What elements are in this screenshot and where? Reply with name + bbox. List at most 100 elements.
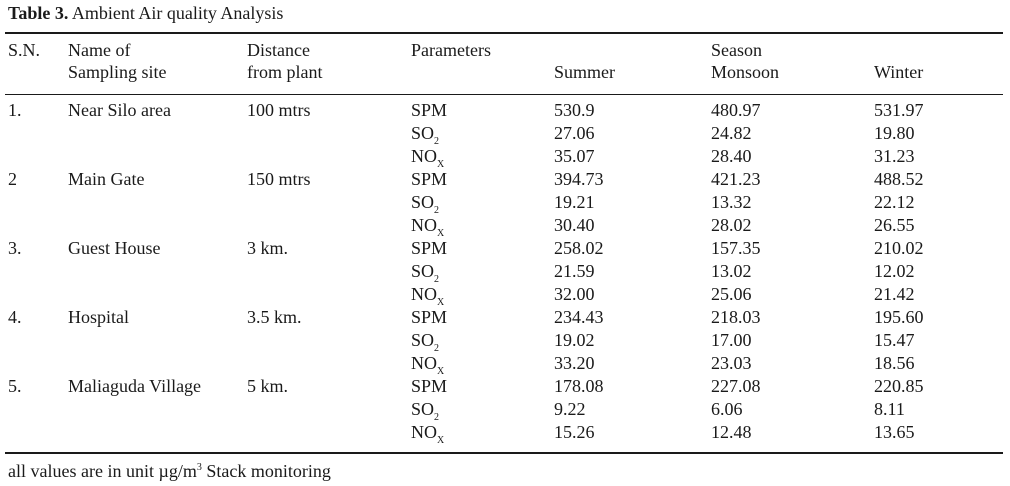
- value-cell: 33.20: [554, 353, 595, 373]
- value-cell: 23.03: [711, 353, 752, 373]
- value-cell: 24.82: [711, 123, 752, 143]
- row-site-name: Hospital: [68, 307, 129, 327]
- parameter-label: NOX: [411, 145, 444, 171]
- value-cell: 6.06: [711, 399, 743, 419]
- parameter-subscript: X: [437, 435, 445, 446]
- value-cell: 12.02: [874, 261, 915, 281]
- parameter-label: SPM: [411, 375, 447, 398]
- parameter-label: SPM: [411, 306, 447, 329]
- value-cell: 22.12: [874, 192, 915, 212]
- parameter-label: SO2: [411, 191, 439, 217]
- value-cell: 13.32: [711, 192, 752, 212]
- table-label: Table 3.: [8, 3, 69, 23]
- row-distance: 3 km.: [247, 238, 289, 258]
- value-cell: 178.08: [554, 376, 604, 396]
- parameter-subscript: X: [437, 228, 445, 239]
- value-cell: 530.9: [554, 100, 595, 120]
- value-cell: 15.47: [874, 330, 915, 350]
- row-sn: 2: [8, 169, 17, 189]
- value-cell: 220.85: [874, 376, 924, 396]
- value-cell: 28.02: [711, 215, 752, 235]
- parameter-name: NO: [411, 422, 437, 442]
- footnote-suffix: Stack monitoring: [201, 461, 331, 481]
- parameter-name: SO: [411, 192, 435, 212]
- footnote: all values are in unit µg/m3 Stack monit…: [8, 460, 331, 482]
- row-distance: 150 mtrs: [247, 169, 311, 189]
- value-cell: 218.03: [711, 307, 761, 327]
- parameter-label: SO2: [411, 260, 439, 286]
- header-parameters: Parameters: [411, 40, 491, 60]
- row-distance: 3.5 km.: [247, 307, 302, 327]
- parameter-name: SO: [411, 123, 435, 143]
- value-cell: 17.00: [711, 330, 752, 350]
- parameter-label: SO2: [411, 398, 439, 424]
- header-site-line2: Sampling site: [68, 62, 167, 82]
- header-monsoon: Monsoon: [711, 62, 780, 82]
- parameter-label: NOX: [411, 352, 444, 378]
- parameter-subscript: X: [437, 366, 445, 377]
- parameter-name: SPM: [411, 238, 448, 258]
- header-distance-line2: from plant: [247, 62, 323, 82]
- parameter-subscript: X: [437, 159, 445, 170]
- row-sn: 5.: [8, 376, 22, 396]
- parameter-subscript: X: [437, 297, 445, 308]
- parameter-subscript: 2: [434, 412, 440, 423]
- parameter-name: SPM: [411, 100, 448, 120]
- row-site-name: Main Gate: [68, 169, 145, 189]
- value-cell: 27.06: [554, 123, 595, 143]
- value-cell: 9.22: [554, 399, 586, 419]
- value-cell: 531.97: [874, 100, 924, 120]
- parameter-name: SO: [411, 330, 435, 350]
- value-cell: 28.40: [711, 146, 752, 166]
- value-cell: 19.80: [874, 123, 915, 143]
- row-sn: 1.: [8, 100, 22, 120]
- row-sn: 3.: [8, 238, 22, 258]
- parameter-name: NO: [411, 353, 437, 373]
- parameter-label: SO2: [411, 329, 439, 355]
- value-cell: 13.02: [711, 261, 752, 281]
- header-winter: Winter: [874, 62, 924, 82]
- top-rule: [5, 32, 1003, 34]
- parameter-label: SPM: [411, 168, 447, 191]
- parameter-name: SO: [411, 261, 435, 281]
- value-cell: 421.23: [711, 169, 761, 189]
- parameter-label: NOX: [411, 283, 444, 309]
- parameter-name: NO: [411, 215, 437, 235]
- value-cell: 26.55: [874, 215, 915, 235]
- parameter-subscript: 2: [434, 205, 440, 216]
- parameter-label: SPM: [411, 99, 447, 122]
- row-site-name: Near Silo area: [68, 100, 171, 120]
- value-cell: 31.23: [874, 146, 915, 166]
- value-cell: 25.06: [711, 284, 752, 304]
- row-distance: 5 km.: [247, 376, 289, 396]
- header-site-line1: Name of: [68, 40, 131, 60]
- parameter-subscript: 2: [434, 274, 440, 285]
- parameter-name: NO: [411, 284, 437, 304]
- parameter-name: SPM: [411, 376, 448, 396]
- bottom-rule: [5, 452, 1003, 454]
- header-sn: S.N.: [8, 40, 41, 60]
- header-distance-line1: Distance: [247, 40, 310, 60]
- parameter-label: SPM: [411, 237, 447, 260]
- value-cell: 18.56: [874, 353, 915, 373]
- value-cell: 21.42: [874, 284, 915, 304]
- value-cell: 15.26: [554, 422, 595, 442]
- parameter-label: SO2: [411, 122, 439, 148]
- parameter-name: SPM: [411, 169, 448, 189]
- table-caption: Table 3. Ambient Air quality Analysis: [8, 3, 283, 23]
- row-site-name: Maliaguda Village: [68, 376, 202, 396]
- value-cell: 8.11: [874, 399, 905, 419]
- header-season: Season: [711, 40, 762, 60]
- parameter-name: NO: [411, 146, 437, 166]
- value-cell: 35.07: [554, 146, 595, 166]
- footnote-exponent: 3: [196, 462, 202, 473]
- footnote-text: all values are in unit µg/m: [8, 461, 197, 481]
- row-distance: 100 mtrs: [247, 100, 311, 120]
- value-cell: 258.02: [554, 238, 604, 258]
- row-site-name: Guest House: [68, 238, 161, 258]
- table-title: Ambient Air quality Analysis: [71, 3, 284, 23]
- header-summer: Summer: [554, 62, 615, 82]
- value-cell: 30.40: [554, 215, 595, 235]
- value-cell: 32.00: [554, 284, 595, 304]
- value-cell: 480.97: [711, 100, 761, 120]
